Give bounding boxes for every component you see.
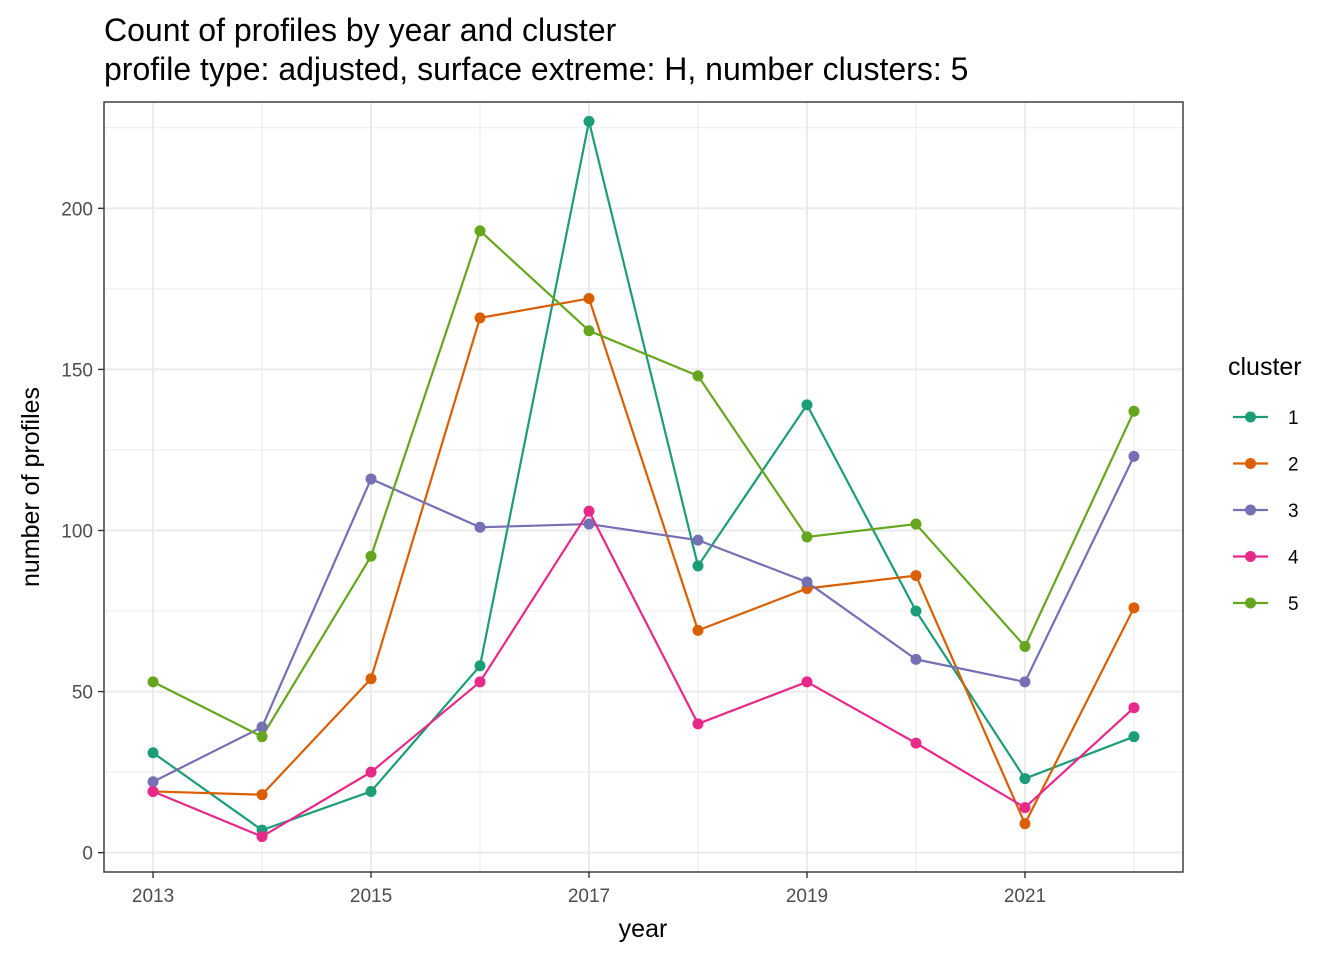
x-tick-label: 2017: [568, 886, 610, 907]
data-point-cluster-4: [910, 737, 922, 749]
series-line-cluster-5: [152, 229, 1135, 738]
y-tick-label: 0: [82, 844, 93, 865]
data-point-cluster-3: [1128, 450, 1140, 462]
legend-label: 2: [1288, 455, 1299, 476]
data-point-cluster-4: [474, 676, 486, 688]
data-point-cluster-1: [910, 605, 922, 617]
series-lines: [152, 120, 1135, 838]
chart-subtitle: profile type: adjusted, surface extreme:…: [104, 51, 968, 87]
data-point-cluster-2: [910, 570, 922, 582]
legend-key-point: [1245, 551, 1256, 562]
plot-background: [104, 102, 1183, 872]
x-axis: 2013 2015 2017 2019 2021: [132, 872, 1046, 907]
series-line-cluster-3: [152, 455, 1135, 783]
data-point-cluster-3: [256, 721, 268, 733]
data-point-cluster-4: [801, 676, 813, 688]
legend-key-point: [1245, 504, 1256, 516]
data-point-cluster-3: [1019, 676, 1031, 688]
data-point-cluster-2: [256, 789, 268, 801]
data-point-cluster-3: [692, 534, 704, 546]
data-point-cluster-3: [801, 576, 813, 588]
grid-major: [104, 102, 1183, 872]
y-tick-label: 200: [61, 199, 93, 220]
data-point-cluster-5: [1019, 640, 1031, 652]
data-point-cluster-5: [256, 731, 268, 743]
plot-border: [103, 101, 1184, 873]
data-point-cluster-3: [583, 518, 595, 530]
legend-label: 5: [1288, 594, 1299, 615]
data-point-cluster-1: [365, 785, 377, 797]
legend-label: 4: [1288, 548, 1299, 569]
data-point-cluster-5: [474, 225, 486, 237]
legend-items: 1 2 3 4 5: [1233, 408, 1299, 615]
data-point-cluster-3: [365, 473, 377, 485]
data-point-cluster-5: [583, 325, 595, 337]
data-point-cluster-2: [583, 293, 595, 305]
data-point-cluster-5: [692, 370, 704, 382]
data-point-cluster-1: [1019, 773, 1031, 785]
series-points: [147, 115, 1140, 843]
legend-key-point: [1245, 411, 1256, 423]
data-point-cluster-5: [365, 550, 377, 562]
data-point-cluster-5: [1128, 405, 1140, 417]
data-point-cluster-4: [1019, 802, 1031, 814]
data-point-cluster-1: [147, 747, 159, 759]
data-point-cluster-3: [147, 776, 159, 788]
legend-key-point: [1245, 458, 1256, 469]
data-point-cluster-1: [583, 115, 595, 127]
data-point-cluster-4: [692, 718, 704, 730]
data-point-cluster-1: [692, 560, 704, 572]
data-point-cluster-2: [1128, 602, 1140, 614]
legend: cluster 1 2 3 4 5: [1228, 353, 1302, 615]
legend-label: 1: [1288, 408, 1299, 429]
data-point-cluster-1: [474, 660, 486, 672]
data-point-cluster-4: [1128, 702, 1140, 714]
data-point-cluster-4: [256, 831, 268, 843]
data-point-cluster-4: [583, 505, 595, 517]
y-axis: 0 50 100 150 200: [61, 199, 104, 865]
series-line-cluster-4: [152, 510, 1135, 838]
x-tick-label: 2015: [350, 886, 392, 907]
y-axis-title: number of profiles: [17, 387, 45, 587]
chart-title: Count of profiles by year and cluster: [104, 12, 617, 48]
y-tick-label: 100: [61, 521, 93, 542]
x-tick-label: 2019: [786, 886, 828, 907]
legend-title: cluster: [1228, 353, 1302, 381]
data-point-cluster-3: [910, 653, 922, 665]
x-tick-label: 2021: [1004, 886, 1046, 907]
data-point-cluster-3: [474, 521, 486, 533]
data-point-cluster-1: [1128, 731, 1140, 743]
data-point-cluster-2: [692, 624, 704, 636]
series-line-cluster-2: [153, 297, 1135, 825]
legend-key-point: [1245, 597, 1256, 609]
data-point-cluster-5: [910, 518, 922, 530]
plot-panel: [103, 101, 1184, 873]
series-line-cluster-1: [152, 120, 1135, 832]
data-point-cluster-5: [801, 531, 813, 543]
data-point-cluster-2: [1019, 818, 1031, 830]
data-point-cluster-2: [365, 673, 377, 685]
data-point-cluster-5: [147, 676, 159, 688]
x-tick-label: 2013: [132, 886, 174, 907]
data-point-cluster-4: [365, 766, 377, 778]
x-axis-title: year: [619, 915, 668, 943]
legend-label: 3: [1288, 501, 1299, 522]
data-point-cluster-1: [801, 399, 813, 411]
data-point-cluster-4: [147, 785, 159, 797]
y-tick-label: 150: [61, 360, 93, 381]
y-tick-label: 50: [72, 683, 93, 704]
data-point-cluster-2: [474, 312, 486, 324]
